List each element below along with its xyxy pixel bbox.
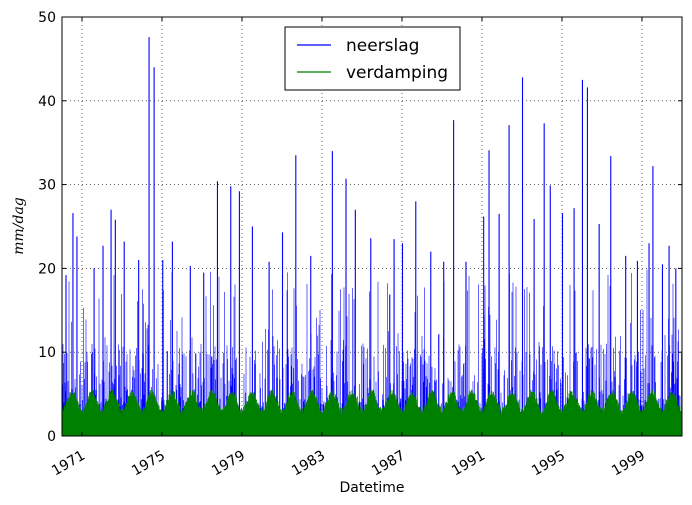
legend-box xyxy=(284,26,461,91)
y-tick-label: 50 xyxy=(38,10,56,26)
x-axis-label: Datetime xyxy=(339,480,404,496)
ticks xyxy=(62,16,682,437)
y-tick-label: 40 xyxy=(38,94,56,110)
verdamping-line xyxy=(62,389,682,436)
plot-frame xyxy=(61,16,683,437)
y-tick-label: 30 xyxy=(38,178,56,194)
legend-label-neerslag: neerslag xyxy=(346,36,419,56)
legend: neerslag verdamping xyxy=(284,26,461,91)
y-tick-label: 20 xyxy=(38,261,56,277)
y-tick-label: 0 xyxy=(47,429,56,445)
legend-label-verdamping: verdamping xyxy=(346,63,448,83)
series-verdamping xyxy=(62,389,682,436)
y-axis-label: mm/dag xyxy=(11,197,27,255)
y-tick-labels: 0 10 20 30 40 50 xyxy=(38,10,56,445)
y-tick-label: 10 xyxy=(38,345,56,361)
